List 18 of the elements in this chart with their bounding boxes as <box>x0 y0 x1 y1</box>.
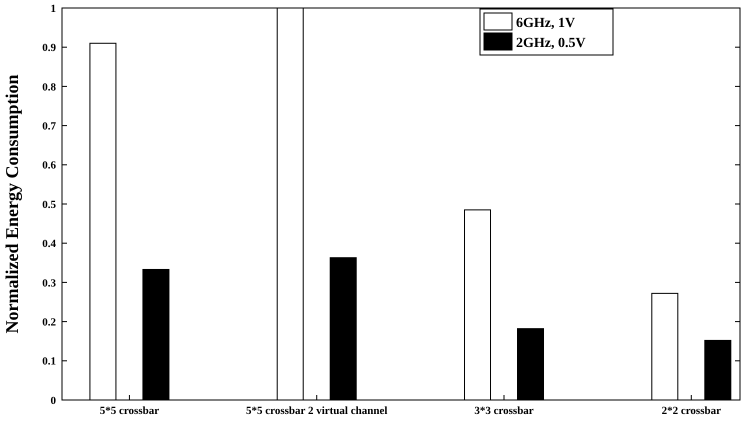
x-tick-label: 3*3 crossbar <box>474 405 534 417</box>
y-tick-label: 0.1 <box>42 356 56 368</box>
legend-label: 2GHz, 0.5V <box>516 36 586 51</box>
y-tick-label: 0 <box>50 394 56 407</box>
x-tick-label: 5*5 crossbar 2 virtual channel <box>246 405 388 417</box>
y-tick-label: 0.8 <box>42 81 56 94</box>
y-tick-label: 0.5 <box>42 198 56 211</box>
y-tick-label: 0.7 <box>42 120 56 132</box>
y-tick-label: 0.3 <box>42 277 56 290</box>
x-tick-label: 2*2 crossbar <box>662 405 722 417</box>
y-tick-label: 0.9 <box>42 42 56 54</box>
legend-label: 6GHz, 1V <box>516 16 576 31</box>
x-tick-label: 5*5 crossbar <box>100 405 160 417</box>
y-tick-label: 1 <box>50 2 56 15</box>
y-tick-label: 0.2 <box>42 316 56 328</box>
y-axis-title: Normalized Energy Consumption <box>2 74 22 334</box>
y-tick-label: 0.4 <box>42 238 56 250</box>
y-tick-label: 0.6 <box>42 160 56 172</box>
